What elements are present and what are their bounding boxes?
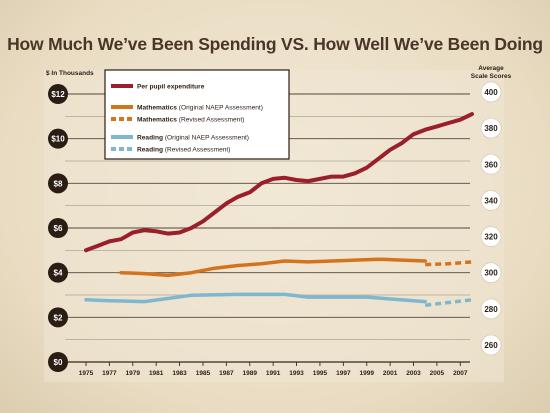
right-axis-label: Scale Scores — [471, 73, 512, 80]
left-tick-label: $6 — [54, 224, 63, 233]
x-tick-label: 1979 — [126, 370, 141, 377]
series-per-pupil-expenditure — [84, 112, 474, 253]
x-tick-label: 2003 — [406, 370, 421, 377]
right-tick-bubble — [480, 262, 502, 284]
x-tick-label: 1991 — [266, 370, 281, 377]
x-tick-label: 1989 — [243, 370, 258, 377]
series-reading-original-naep-assessment — [84, 292, 427, 304]
x-axis: 1975 1977 1979 1981 1983 1985 1987 1989 1991 1993… — [79, 362, 468, 377]
series-reading-revised-assessment — [424, 298, 473, 307]
x-tick-label: 2005 — [430, 370, 445, 377]
right-tick-label: 300 — [484, 269, 498, 278]
left-tick-bubble — [48, 262, 68, 283]
x-tick-label: 2001 — [383, 370, 398, 377]
x-tick-label: 1997 — [336, 370, 351, 377]
right-tick-label: 360 — [484, 160, 498, 169]
left-tick-label: $2 — [54, 313, 63, 322]
right-tick-label: 320 — [484, 233, 498, 242]
x-tick-label: 1981 — [149, 370, 164, 377]
right-tick-label: 280 — [484, 305, 498, 314]
right-tick-bubble — [480, 298, 502, 320]
x-tick-label: 2007 — [453, 370, 468, 377]
legend-label: Mathematics (Original NAEP Assessment) — [137, 105, 263, 112]
legend: Per pupil expenditure Mathematics (Origin… — [104, 69, 290, 160]
right-tick-label: 260 — [484, 341, 498, 350]
left-axis: $ In Thousands $0 $2 $4 $6 $8 $10 $12 — [46, 70, 94, 372]
left-tick-bubble — [48, 352, 68, 372]
right-tick-bubble — [480, 190, 502, 211]
x-tick-label: 1993 — [289, 370, 304, 377]
right-tick-bubble — [480, 81, 502, 103]
right-axis-label: Average — [478, 65, 504, 72]
left-tick-bubble — [48, 128, 68, 149]
x-tick-label: 1983 — [172, 370, 187, 377]
left-tick-bubble — [48, 84, 68, 104]
left-tick-label: $10 — [51, 135, 65, 144]
right-tick-label: 380 — [484, 124, 498, 133]
right-tick-bubble — [480, 153, 502, 175]
right-tick-label: 340 — [484, 196, 498, 205]
x-tick-label: 1977 — [102, 370, 117, 377]
right-tick-label: 400 — [484, 88, 498, 97]
chart-title: How Much We’ve Been Spending VS. How Wel… — [7, 34, 543, 54]
left-tick-bubble — [48, 307, 68, 328]
legend-label: Mathematics (Revised Assessment) — [137, 117, 244, 124]
series-mathematics-revised-assessment — [425, 260, 473, 267]
left-axis-label: $ In Thousands — [46, 70, 94, 77]
series-mathematics-original-naep-assessment — [119, 257, 427, 278]
right-tick-bubble — [480, 117, 502, 139]
x-tick-label: 1995 — [313, 370, 328, 377]
left-tick-label: $4 — [54, 269, 63, 278]
series-layer — [84, 112, 474, 307]
left-tick-label: $0 — [54, 358, 63, 367]
legend-label: Per pupil expenditure — [137, 84, 205, 91]
x-tick-label: 1987 — [219, 370, 234, 377]
left-tick-bubble — [48, 218, 68, 238]
legend-box — [104, 69, 290, 160]
legend-label: Reading (Revised Assessment) — [137, 147, 230, 154]
x-tick-label: 1985 — [196, 370, 211, 377]
left-tick-label: $8 — [54, 179, 63, 188]
x-tick-label: 1999 — [359, 370, 374, 377]
left-tick-bubble — [48, 173, 68, 194]
legend-label: Reading (Original NAEP Assessment) — [137, 135, 249, 142]
x-tick-label: 1975 — [79, 370, 94, 377]
right-tick-bubble — [480, 226, 502, 247]
right-tick-bubble — [480, 334, 502, 356]
left-tick-label: $12 — [51, 90, 65, 99]
